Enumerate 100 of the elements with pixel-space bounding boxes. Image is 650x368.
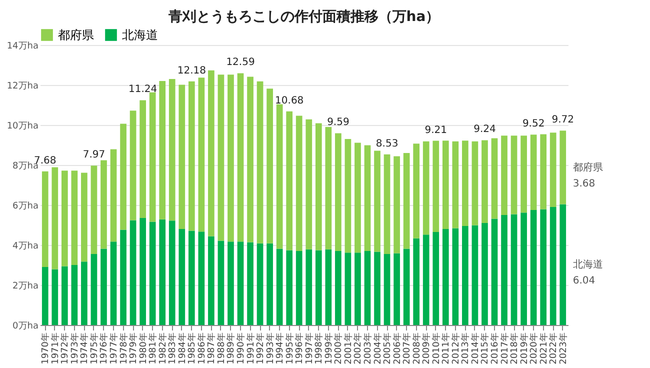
bar [178,84,186,229]
total-label: 7.97 [82,150,106,161]
x-tick-label: 1973年 [69,332,80,364]
total-label: 9.24 [474,124,496,136]
bar [130,220,136,325]
x-tick-label: 1987年 [206,332,218,364]
bar [452,141,459,228]
bar [110,242,117,325]
x-tick-label: 1992年 [255,332,266,364]
bar [335,251,342,325]
bar [510,214,518,325]
bar [228,242,234,325]
bar [188,81,195,231]
total-label: 12.18 [177,65,206,76]
bar [325,249,332,325]
x-tick-label: 2001年 [342,332,354,364]
bar [286,250,293,325]
x-tick-label: 1983年 [167,332,178,364]
y-tick-label: 10万ha [6,122,38,132]
bar [140,218,146,325]
bar [266,243,273,325]
bar [256,243,264,325]
bar [100,160,107,249]
y-tick-label: 6万ha [12,202,38,212]
bar [520,136,527,213]
x-tick-label: 1986年 [196,332,208,364]
bar [560,204,566,325]
bar [482,223,488,325]
x-tick-label: 1993年 [264,332,276,364]
bar [276,248,283,325]
bar [168,220,176,325]
bar [413,144,420,238]
bar [344,139,352,253]
bar [61,170,68,266]
bar [462,140,468,226]
y-tick-label: 2万ha [12,282,38,292]
bar [442,229,449,325]
x-tick-label: 1972年 [60,332,71,364]
bar [237,73,244,242]
bar [501,136,508,215]
x-tick-label: 1985年 [186,332,198,364]
x-tick-label: 2014年 [470,332,481,364]
bar [71,265,78,325]
bar [374,252,380,325]
bar [315,123,322,250]
x-tick-label: 2016年 [489,332,500,364]
x-tick-label: 1991年 [245,332,256,364]
bar [42,267,48,325]
bar [315,250,322,325]
x-tick-label: 1989年 [226,332,237,364]
bar [120,124,126,230]
bar [42,171,48,267]
bar [296,251,302,325]
legend-label: 都府県 [58,28,94,42]
bar [90,166,98,254]
bar [452,228,459,325]
x-tick-label: 1982年 [157,332,168,364]
bar [384,154,390,254]
y-tick-label: 12万ha [6,82,38,92]
bar [276,104,283,249]
bar [159,219,166,325]
total-label: 12.59 [226,57,255,68]
bar [442,140,449,229]
x-tick-label: 2018年 [509,332,520,364]
x-tick-label: 1990年 [236,332,247,364]
bar [432,140,440,232]
bar [130,110,136,220]
bar [403,153,410,249]
x-tick-label: 2009年 [421,332,432,364]
chart-title: 青刈とうもろこしの作付面積推移（万ha） [167,9,440,25]
x-tick-label: 2019年 [518,332,530,364]
bar [208,70,214,236]
y-tick-label: 14万ha [6,42,38,52]
x-tick-label: 1980年 [138,332,149,364]
annotation: 北海道 6.04 [572,258,603,287]
bar [168,79,176,221]
bar [432,232,440,325]
x-tick-label: 2022年 [548,332,560,364]
bar [364,251,371,325]
x-tick-label: 2006年 [392,332,403,364]
x-tick-label: 2012年 [450,332,462,364]
bar [198,78,205,232]
bar [237,242,244,325]
x-tick-label: 1994年 [274,332,286,364]
bar [384,254,390,325]
bar [510,136,518,214]
bar [228,74,234,242]
bar [306,249,312,325]
bar [178,229,186,325]
y-tick-label: 8万ha [12,162,38,172]
x-tick-label: 2003年 [362,332,374,364]
bar [491,218,498,325]
bar [100,248,107,325]
total-label: 10.68 [275,95,304,106]
bar [218,240,224,325]
bar [120,230,126,325]
x-tick-label: 2015年 [480,332,491,364]
x-tick-label: 2020年 [528,332,540,364]
bar [71,170,78,265]
bar [81,262,88,325]
